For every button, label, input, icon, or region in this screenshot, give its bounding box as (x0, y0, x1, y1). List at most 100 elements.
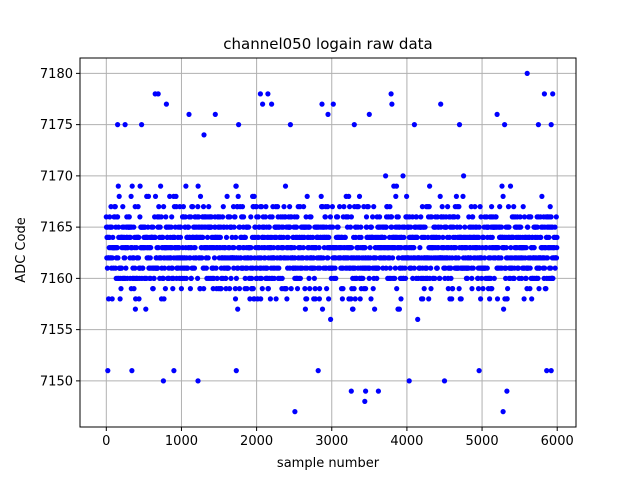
data-point (302, 286, 308, 292)
data-point (325, 204, 331, 210)
y-tick-label: 7175 (40, 118, 73, 133)
data-point (188, 214, 194, 220)
outlier-point (348, 388, 354, 394)
data-point (116, 193, 122, 199)
data-point (288, 286, 294, 292)
data-point (477, 204, 483, 210)
data-point (428, 286, 434, 292)
data-point (504, 296, 510, 302)
data-point (434, 214, 441, 220)
data-point (548, 214, 554, 220)
data-point (521, 296, 527, 302)
data-point (523, 275, 529, 281)
data-point (392, 275, 398, 281)
outlier-point (524, 70, 530, 76)
y-tick-label: 7160 (40, 272, 73, 287)
data-point (402, 275, 409, 281)
chart-title: channel050 logain raw data (223, 35, 432, 53)
data-point (227, 214, 233, 220)
data-point (308, 214, 314, 220)
data-point (422, 224, 428, 230)
data-point (498, 255, 504, 261)
data-point (312, 296, 318, 302)
data-point (180, 204, 186, 210)
outlier-point (292, 409, 298, 415)
data-point (244, 286, 250, 292)
data-point (342, 234, 348, 240)
data-point (195, 275, 201, 281)
data-point (161, 265, 168, 271)
data-point (421, 286, 427, 292)
data-point (547, 204, 553, 210)
data-point (173, 193, 179, 199)
outlier-point (325, 111, 331, 117)
data-point (429, 214, 435, 220)
y-tick-label: 7170 (40, 169, 73, 184)
data-point (106, 296, 112, 302)
data-point (413, 214, 420, 220)
data-point (232, 214, 238, 220)
data-point (390, 255, 396, 261)
data-point (436, 234, 442, 240)
x-tick-label: 1000 (165, 434, 198, 449)
data-point (503, 245, 509, 251)
data-point (132, 306, 138, 312)
data-point (507, 183, 514, 189)
x-tick-label: 4000 (390, 434, 423, 449)
data-point (239, 204, 246, 210)
data-point (527, 265, 533, 271)
outlier-point (129, 368, 135, 374)
data-point (392, 265, 398, 271)
data-point (120, 204, 126, 210)
data-point (440, 234, 446, 240)
data-point (346, 193, 352, 199)
data-point (543, 286, 549, 292)
data-point (466, 214, 472, 220)
data-point (370, 214, 376, 220)
data-point (109, 224, 115, 230)
outlier-point (388, 91, 394, 97)
data-point (265, 286, 271, 292)
data-point (297, 275, 303, 281)
data-point (417, 245, 423, 251)
data-point (458, 296, 464, 302)
data-point (183, 275, 189, 281)
data-point (368, 224, 374, 230)
data-point (489, 204, 495, 210)
data-point (300, 245, 306, 251)
data-point (233, 275, 239, 281)
data-point (553, 214, 559, 220)
data-point (528, 214, 534, 220)
data-point (469, 275, 475, 281)
data-point (455, 214, 461, 220)
data-point (155, 265, 161, 271)
data-point (191, 265, 198, 271)
outlier-point (500, 409, 506, 415)
data-point (461, 173, 467, 179)
data-point (148, 245, 154, 251)
outlier-point (406, 378, 412, 384)
data-point (475, 275, 481, 281)
outlier-point (438, 101, 444, 107)
data-point (170, 286, 176, 292)
data-point (479, 275, 485, 281)
data-point (455, 255, 462, 261)
data-point (393, 193, 399, 199)
data-point (453, 245, 459, 251)
outlier-point (362, 398, 368, 404)
outlier-point (171, 368, 177, 374)
data-point (511, 275, 517, 281)
data-point (287, 204, 293, 210)
data-point (476, 234, 482, 240)
outlier-point (186, 111, 192, 117)
data-point (456, 204, 462, 210)
data-point (400, 173, 406, 179)
outlier-point (550, 91, 556, 97)
data-point (118, 286, 124, 292)
data-point (223, 275, 229, 281)
data-point (104, 265, 110, 271)
data-point (469, 286, 475, 292)
data-point (182, 214, 188, 220)
data-point (542, 265, 548, 271)
